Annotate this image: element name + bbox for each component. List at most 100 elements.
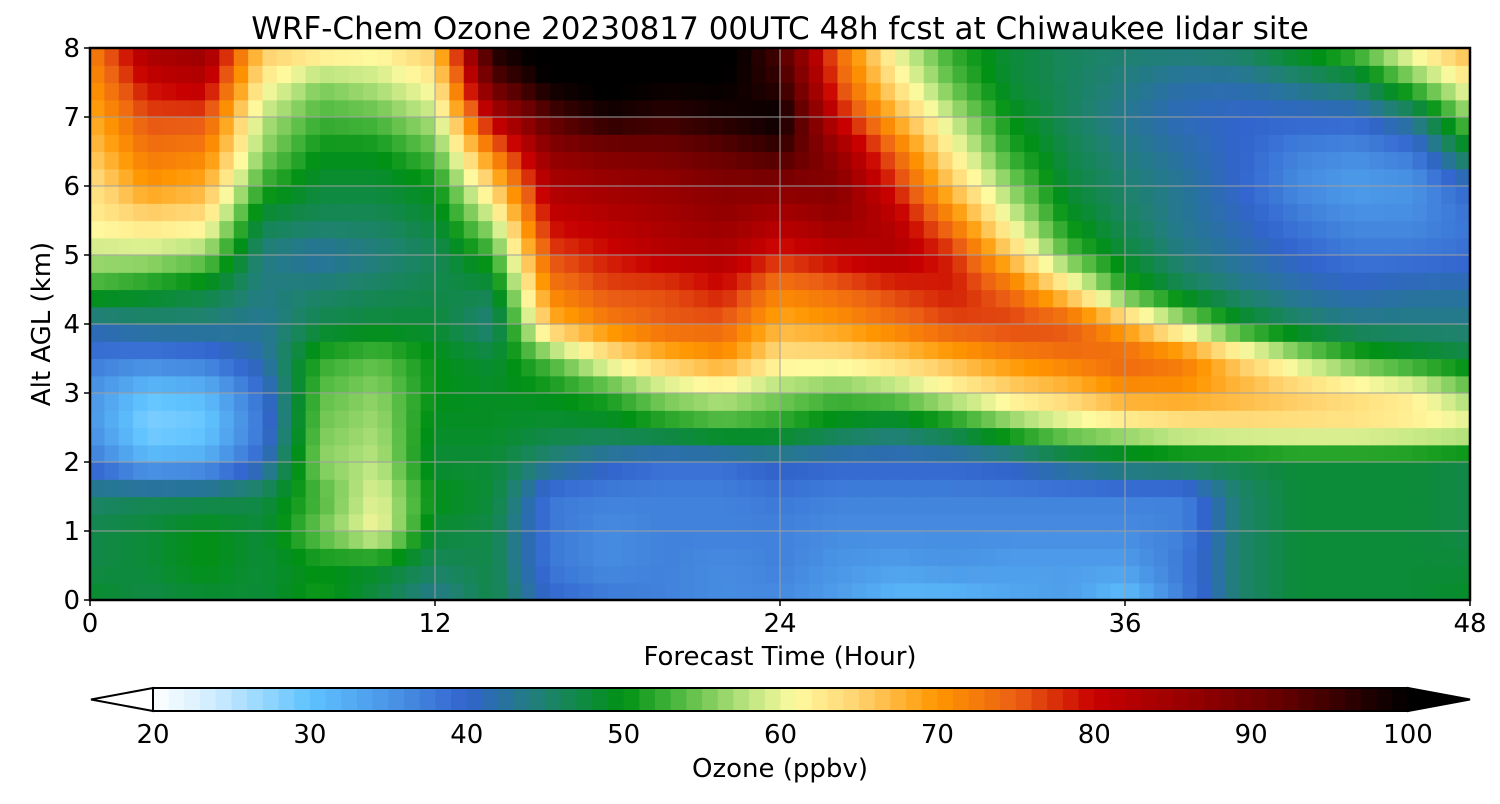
heatmap-cell [1168, 306, 1184, 325]
heatmap-cell [233, 306, 249, 325]
heatmap-cell [607, 565, 623, 584]
heatmap-cell [161, 393, 177, 411]
heatmap-cell [995, 117, 1011, 135]
heatmap-cell [276, 496, 292, 515]
heatmap-cell [147, 117, 163, 135]
heatmap-cell [851, 582, 867, 601]
heatmap-cell [1010, 255, 1025, 273]
heatmap-cell [765, 548, 781, 567]
heatmap-cell [205, 168, 220, 187]
heatmap-cell [679, 99, 695, 118]
heatmap-cell [1311, 496, 1327, 515]
heatmap-cell [492, 427, 508, 446]
heatmap-cell [895, 203, 910, 222]
heatmap-cell [550, 203, 565, 222]
heatmap-cell [1426, 444, 1442, 463]
heatmap-cell [823, 410, 839, 429]
heatmap-cell [1024, 65, 1040, 84]
heatmap-cell [1426, 65, 1442, 84]
heatmap-cell [276, 306, 292, 325]
heatmap-cell [276, 548, 292, 567]
heatmap-cell [305, 393, 321, 411]
colorbar-tick-label: 20 [136, 720, 169, 750]
heatmap-cell [1297, 151, 1313, 170]
heatmap-cell [391, 358, 407, 377]
heatmap-cell [1441, 99, 1457, 118]
heatmap-cell [765, 410, 781, 429]
heatmap-cell [837, 531, 853, 549]
heatmap-cell [147, 393, 163, 411]
heatmap-cell [866, 375, 882, 394]
heatmap-cell [233, 496, 249, 515]
heatmap-cell [1455, 479, 1471, 498]
heatmap-cell [535, 306, 551, 325]
heatmap-cell [1412, 462, 1428, 480]
heatmap-cell [621, 462, 637, 480]
heatmap-cell [334, 306, 350, 325]
heatmap-cell [1010, 203, 1025, 222]
colorbar-segment [1078, 688, 1095, 711]
heatmap-cell [636, 186, 652, 204]
heatmap-cell [1268, 65, 1284, 84]
heatmap-cell [722, 117, 738, 135]
heatmap-cell [276, 255, 292, 273]
heatmap-cell [219, 289, 235, 308]
heatmap-cell [320, 186, 335, 204]
heatmap-cell [1153, 393, 1169, 411]
heatmap-cell [650, 289, 666, 308]
heatmap-cell [966, 513, 982, 532]
heatmap-cell [880, 393, 896, 411]
heatmap-cell [535, 151, 551, 170]
heatmap-cell [420, 531, 436, 549]
heatmap-cell [578, 531, 594, 549]
heatmap-cell [1038, 393, 1054, 411]
heatmap-cell [780, 151, 795, 170]
heatmap-cell [118, 306, 134, 325]
heatmap-cell [248, 462, 264, 480]
heatmap-cell [291, 255, 307, 273]
heatmap-cell [1053, 272, 1069, 291]
heatmap-cell [693, 117, 709, 135]
heatmap-cell [981, 134, 997, 153]
heatmap-cell [363, 444, 379, 463]
heatmap-cell [1081, 341, 1097, 360]
heatmap-cell [1053, 358, 1069, 377]
heatmap-cell [621, 82, 637, 101]
heatmap-cell [837, 168, 853, 187]
heatmap-cell [1125, 306, 1140, 325]
heatmap-cell [1211, 393, 1227, 411]
heatmap-cell [794, 582, 810, 601]
heatmap-cell [780, 117, 795, 135]
heatmap-cell [262, 134, 278, 153]
heatmap-cell [808, 479, 824, 498]
heatmap-cell [276, 531, 292, 549]
heatmap-cell [708, 82, 724, 101]
heatmap-cell [1110, 531, 1126, 549]
heatmap-cell [808, 203, 824, 222]
heatmap-cell [478, 237, 494, 256]
heatmap-cell [895, 65, 910, 84]
heatmap-cell [765, 255, 781, 273]
heatmap-cell [161, 427, 177, 446]
heatmap-cell [478, 479, 494, 498]
heatmap-cell [492, 65, 508, 84]
heatmap-cell [406, 168, 422, 187]
colorbar-segment [1360, 688, 1378, 711]
heatmap-cell [1110, 306, 1126, 325]
heatmap-cell [607, 410, 623, 429]
heatmap-cell [133, 548, 149, 567]
heatmap-cell [895, 186, 910, 204]
heatmap-cell [722, 548, 738, 567]
heatmap-cell [104, 151, 120, 170]
heatmap-cell [420, 306, 436, 325]
heatmap-cell [492, 117, 508, 135]
y-tick-label: 8 [63, 34, 80, 64]
heatmap-cell [952, 548, 968, 567]
heatmap-cell [722, 99, 738, 118]
heatmap-cell [449, 151, 465, 170]
heatmap-cell [348, 168, 364, 187]
heatmap-cell [161, 306, 177, 325]
heatmap-cell [420, 237, 436, 256]
heatmap-cell [435, 531, 450, 549]
